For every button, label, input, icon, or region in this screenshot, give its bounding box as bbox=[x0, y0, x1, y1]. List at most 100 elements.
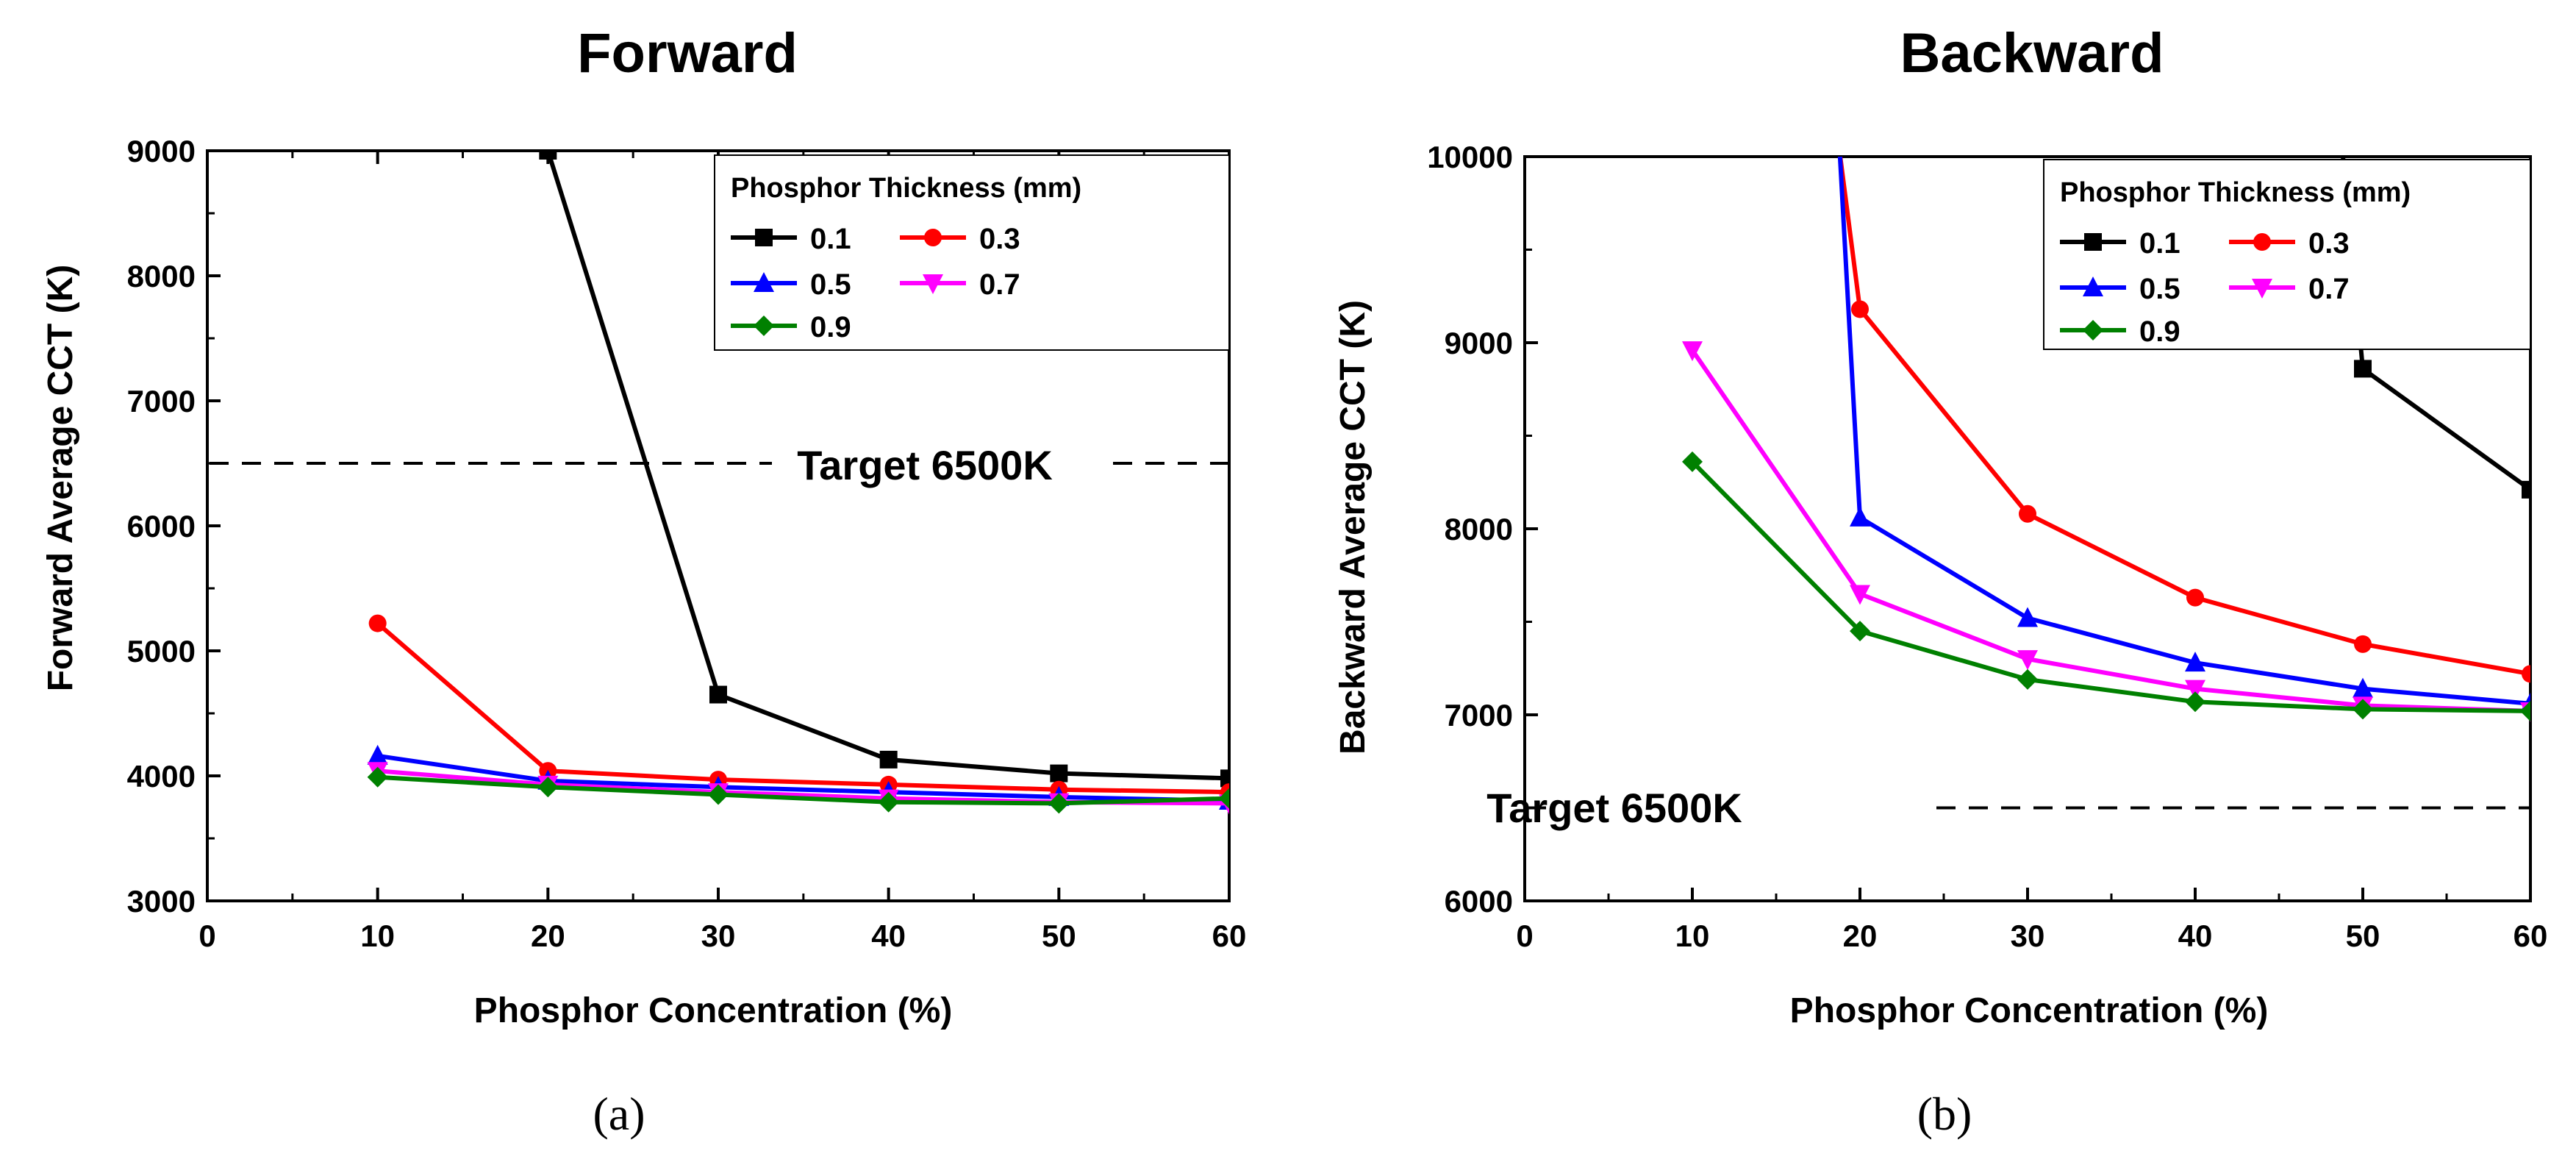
data-point bbox=[879, 750, 898, 768]
data-point bbox=[2353, 699, 2373, 720]
legend-item-0.1: 0.1 bbox=[2060, 227, 2180, 260]
series-line bbox=[377, 774, 1229, 806]
legend-item-0.3: 0.3 bbox=[900, 223, 1020, 255]
data-point bbox=[2354, 635, 2372, 653]
data-point bbox=[1682, 341, 1703, 362]
legend-marker bbox=[2084, 233, 2102, 251]
series-0.9 bbox=[1682, 451, 2530, 721]
x-tick-label: 10 bbox=[1675, 919, 1710, 953]
legend-label: 0.3 bbox=[979, 223, 1020, 255]
legend-title: Phosphor Thickness (mm) bbox=[731, 173, 1081, 204]
legend-item-0.9: 0.9 bbox=[2060, 315, 2180, 348]
legend-label: 0.3 bbox=[2308, 227, 2350, 260]
data-point bbox=[2186, 588, 2204, 607]
x-tick-label: 50 bbox=[2346, 919, 2380, 953]
data-point bbox=[1219, 788, 1229, 809]
y-tick-label: 10000 bbox=[1427, 140, 1513, 174]
series-line bbox=[1690, 460, 2530, 713]
data-point bbox=[1851, 300, 1869, 318]
x-tick-label: 60 bbox=[2514, 919, 2548, 953]
backward-chart: Backward Phosphor Concentration (%) Back… bbox=[1334, 22, 2547, 1140]
legend-label: 0.5 bbox=[2139, 273, 2180, 305]
legend: Phosphor Thickness (mm) 0.1 0.3 0.5 0.7 0.9 bbox=[714, 154, 1230, 351]
y-axis-label: Forward Average CCT (K) bbox=[41, 265, 80, 692]
y-tick-label: 8000 bbox=[127, 259, 196, 293]
data-point bbox=[2522, 665, 2530, 683]
legend-marker bbox=[754, 272, 774, 292]
x-tick-label: 30 bbox=[2011, 919, 2045, 953]
plot-area bbox=[1682, 157, 2530, 722]
chart-title: Backward bbox=[1900, 22, 2164, 85]
legend-item-0.7: 0.7 bbox=[900, 268, 1020, 301]
legend-label: 0.9 bbox=[810, 311, 851, 343]
legend-marker bbox=[754, 315, 774, 336]
legend-item-0.5: 0.5 bbox=[2060, 273, 2180, 305]
legend-title: Phosphor Thickness (mm) bbox=[2060, 177, 2411, 208]
data-point bbox=[2354, 360, 2372, 378]
data-point bbox=[367, 744, 388, 765]
data-point bbox=[368, 614, 387, 632]
x-tick-label: 50 bbox=[1042, 919, 1076, 953]
legend-item-0.1: 0.1 bbox=[731, 223, 851, 255]
data-point bbox=[709, 685, 727, 704]
data-point bbox=[2185, 680, 2205, 700]
subfigure-label: (b) bbox=[1917, 1088, 1972, 1140]
data-point bbox=[1850, 585, 1870, 605]
data-point bbox=[2017, 650, 2038, 671]
x-tick-label: 30 bbox=[701, 919, 736, 953]
data-point bbox=[2185, 691, 2205, 713]
legend-item-0.3: 0.3 bbox=[2229, 227, 2350, 260]
x-tick-label: 60 bbox=[1212, 919, 1247, 953]
series-line bbox=[376, 621, 1229, 795]
series-0.9 bbox=[367, 766, 1229, 814]
legend-label: 0.1 bbox=[2139, 227, 2180, 260]
series-line bbox=[377, 753, 1229, 803]
legend-marker bbox=[2252, 279, 2272, 299]
y-tick-label: 6000 bbox=[1445, 884, 1513, 919]
legend-marker bbox=[923, 274, 943, 294]
data-point bbox=[1682, 451, 1703, 472]
y-tick-label: 9000 bbox=[127, 134, 196, 168]
legend-item-0.5: 0.5 bbox=[731, 268, 851, 301]
data-point bbox=[2019, 504, 2036, 523]
data-point bbox=[1220, 769, 1229, 788]
y-tick-label: 3000 bbox=[127, 884, 196, 919]
legend-box bbox=[2043, 159, 2531, 350]
y-tick-label: 4000 bbox=[127, 759, 196, 794]
series-line bbox=[532, 151, 1229, 781]
legend: Phosphor Thickness (mm) 0.1 0.3 0.5 0.7 0.9 bbox=[2043, 159, 2531, 350]
legend-item-0.9: 0.9 bbox=[731, 311, 851, 343]
x-tick-label: 0 bbox=[1516, 919, 1533, 953]
y-tick-label: 8000 bbox=[1445, 512, 1513, 546]
data-point bbox=[878, 791, 899, 813]
legend-box bbox=[714, 154, 1230, 351]
data-point bbox=[539, 151, 557, 160]
subfigure-label: (a) bbox=[593, 1088, 645, 1140]
x-tick-label: 40 bbox=[871, 919, 906, 953]
legend-marker bbox=[2083, 277, 2103, 296]
x-axis-label: Phosphor Concentration (%) bbox=[1790, 991, 2269, 1030]
data-point bbox=[2353, 677, 2373, 698]
data-point bbox=[1048, 793, 1070, 814]
plot-area bbox=[367, 151, 1229, 815]
x-tick-label: 20 bbox=[531, 919, 565, 953]
target-label: Target 6500K bbox=[1486, 785, 1742, 831]
data-point bbox=[367, 766, 388, 788]
data-point bbox=[2017, 668, 2038, 690]
data-point bbox=[2017, 607, 2038, 627]
series-0.7 bbox=[1682, 341, 2530, 722]
data-point bbox=[2185, 652, 2205, 672]
x-axis-label: Phosphor Concentration (%) bbox=[474, 991, 953, 1030]
data-point bbox=[1850, 506, 1870, 527]
data-point bbox=[1050, 764, 1068, 782]
y-tick-label: 7000 bbox=[1445, 698, 1513, 732]
legend-marker bbox=[924, 229, 942, 246]
series-0.1 bbox=[532, 151, 1229, 788]
y-axis-label: Backward Average CCT (K) bbox=[1334, 300, 1373, 755]
legend-label: 0.7 bbox=[2308, 273, 2350, 305]
x-tick-label: 20 bbox=[1843, 919, 1878, 953]
y-tick-label: 5000 bbox=[127, 634, 196, 668]
y-tick-label: 9000 bbox=[1445, 326, 1513, 360]
forward-chart: Forward Phosphor Concentration (%) Forwa… bbox=[41, 22, 1247, 1140]
axis-ticks: 0 10 20 30 40 50 60 6000 7000 8000 9000 10000 bbox=[1427, 140, 2547, 953]
